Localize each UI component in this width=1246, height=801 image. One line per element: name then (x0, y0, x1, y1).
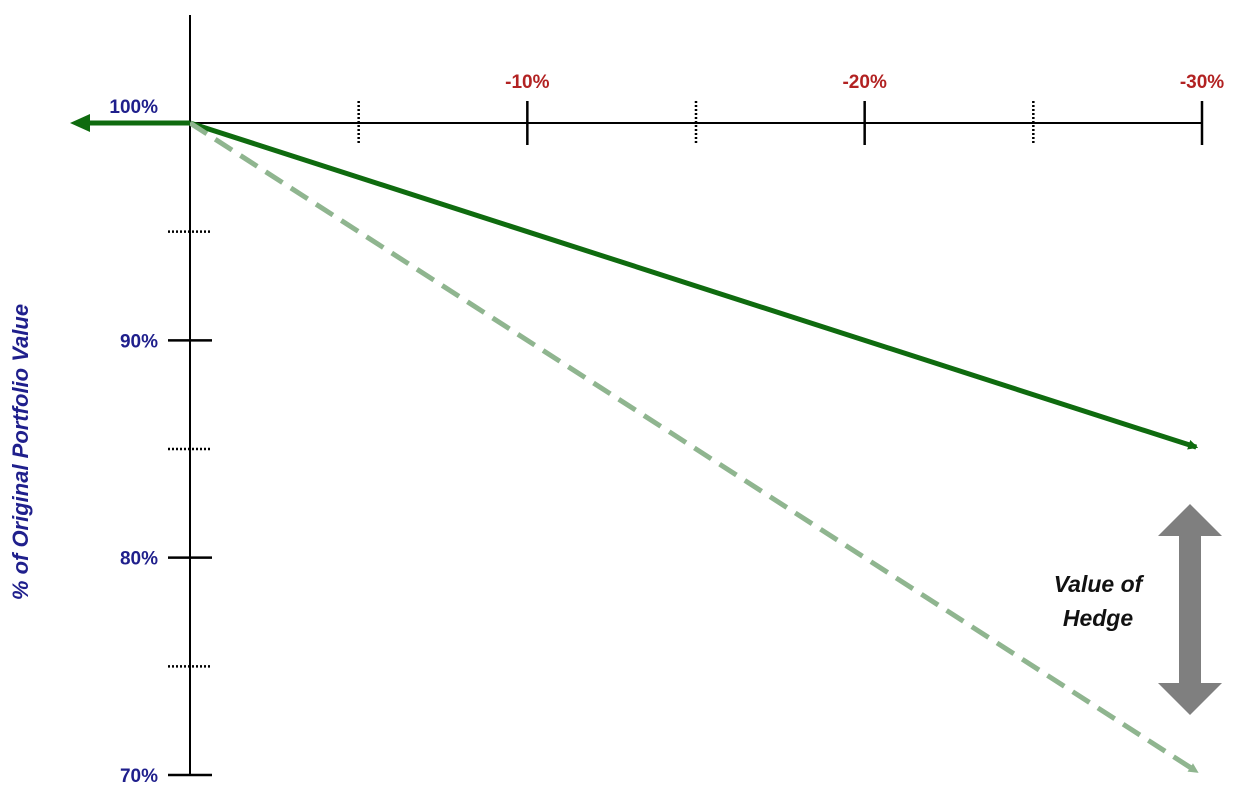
x-tick-label: -20% (842, 72, 886, 93)
ticks (168, 101, 1204, 777)
hedge-annotation: Value of Hedge (1054, 504, 1222, 715)
x-tick-label: -30% (1180, 72, 1224, 93)
x-tick-label: -10% (505, 72, 549, 93)
hedged-line (189, 120, 1199, 450)
y-tick-label: 90% (120, 331, 158, 352)
start-arrow-head (70, 114, 90, 132)
y-axis-title: % of Original Portfolio Value (8, 304, 33, 600)
unhedged-line (188, 120, 1199, 774)
y-tick-label: 100% (109, 97, 158, 118)
tick-labels: -10% -20% -30% 100% 90% 80% 70% % of Original P… (8, 72, 1224, 787)
y-tick-label: 70% (120, 766, 158, 787)
y-tick-label: 80% (120, 549, 158, 570)
hedge-label-line: Value of (1054, 571, 1145, 597)
hedge-label-line: Hedge (1063, 605, 1134, 631)
series-lines (70, 114, 1199, 774)
hedge-label: Value of Hedge (1054, 571, 1145, 631)
hedge-double-arrow (1158, 504, 1222, 715)
